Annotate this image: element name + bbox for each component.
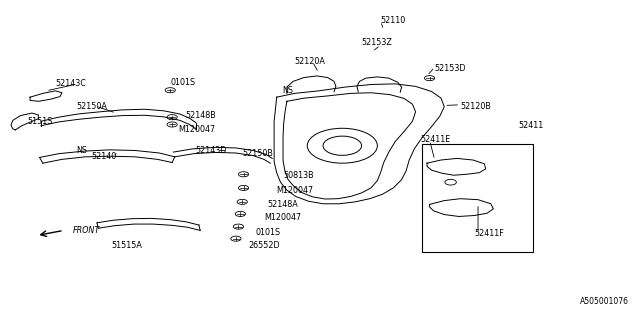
Bar xyxy=(422,144,534,252)
Text: 51515A: 51515A xyxy=(111,241,142,250)
Text: 52140: 52140 xyxy=(92,152,117,161)
Text: 50813B: 50813B xyxy=(283,172,314,180)
Text: 52120B: 52120B xyxy=(460,101,491,111)
Text: 52411F: 52411F xyxy=(474,229,504,238)
Text: 52150B: 52150B xyxy=(243,149,273,158)
Text: M120047: M120047 xyxy=(179,125,216,134)
Text: 26552D: 26552D xyxy=(248,241,280,250)
Text: M120047: M120047 xyxy=(276,186,314,195)
Text: 52153Z: 52153Z xyxy=(362,38,392,47)
Text: 52143C: 52143C xyxy=(56,79,86,88)
Text: 5151S: 5151S xyxy=(27,117,52,126)
Text: 52411E: 52411E xyxy=(420,135,451,144)
Text: 52153D: 52153D xyxy=(435,63,466,73)
Text: 52120A: 52120A xyxy=(294,57,325,66)
Text: A505001076: A505001076 xyxy=(580,297,629,306)
Text: M120047: M120047 xyxy=(264,213,301,222)
Text: 52411: 52411 xyxy=(519,121,544,130)
Text: 52110: 52110 xyxy=(381,16,406,25)
Text: 52150A: 52150A xyxy=(77,101,108,111)
Text: FRONT: FRONT xyxy=(73,226,100,235)
Text: 0101S: 0101S xyxy=(255,228,280,237)
Text: 52143D: 52143D xyxy=(196,146,227,155)
Text: NS: NS xyxy=(282,86,292,95)
Text: NS: NS xyxy=(77,146,88,155)
Text: 52148A: 52148A xyxy=(268,200,298,209)
Text: 0101S: 0101S xyxy=(170,78,195,87)
Text: 52148B: 52148B xyxy=(185,111,216,120)
